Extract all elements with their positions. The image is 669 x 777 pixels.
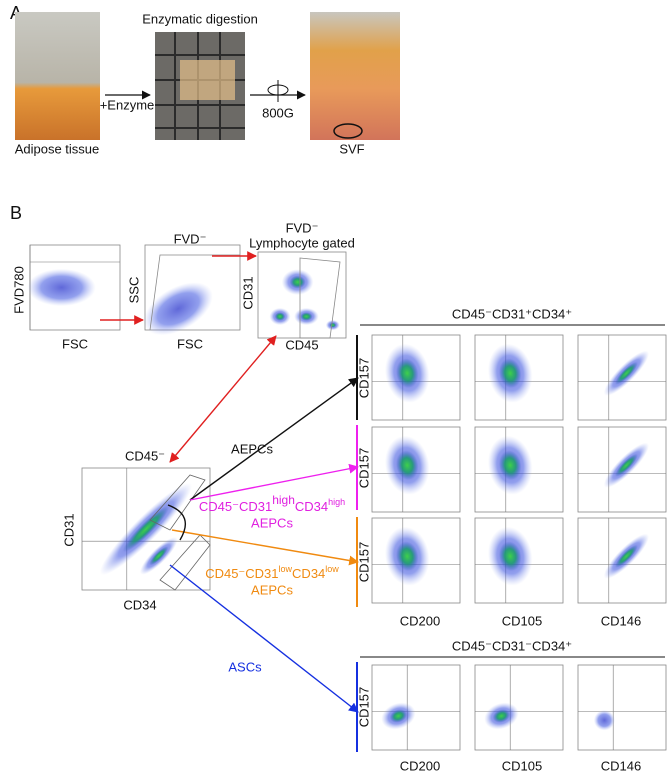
panel-label: B — [10, 203, 22, 223]
event-core — [499, 541, 522, 572]
group-title: CD45⁻CD31⁺CD34⁺ — [452, 306, 572, 321]
event-core — [274, 312, 286, 321]
gate — [149, 254, 240, 331]
arrow-label: AEPCs — [251, 582, 293, 597]
axis-label: CD157 — [356, 542, 371, 582]
event-core — [492, 709, 510, 723]
arrow-label: ASCs — [228, 659, 262, 674]
event-core — [122, 505, 170, 553]
arrow — [169, 564, 359, 713]
step-title: Enzymatic digestion — [142, 11, 258, 26]
axis-label: CD200 — [400, 758, 440, 773]
axis-label: CD34 — [123, 597, 156, 612]
label-part: CD34 — [295, 499, 328, 514]
event-cloud — [593, 710, 615, 731]
tube-photo — [310, 12, 400, 140]
event-cloud — [143, 282, 213, 336]
arc — [167, 504, 187, 541]
plot-title: CD45⁻ — [125, 448, 165, 463]
event-core — [499, 450, 522, 481]
wells — [180, 60, 235, 100]
caption: SVF — [339, 141, 364, 156]
axis-label: SSC — [126, 277, 141, 304]
axis-label: FVD780 — [11, 266, 26, 314]
axis-label: CD31 — [240, 276, 255, 309]
event-cloud — [27, 268, 96, 307]
arrow — [189, 377, 359, 501]
step-label: +Enzyme — [100, 97, 155, 112]
event-core — [396, 358, 419, 389]
axis-label: CD146 — [601, 758, 641, 773]
gate — [159, 534, 211, 591]
plot-frame — [577, 664, 667, 751]
event-core — [389, 709, 407, 723]
event-core — [615, 544, 638, 568]
axis-label: CD45 — [285, 337, 318, 352]
label-part: high — [272, 493, 295, 507]
event-core — [615, 361, 638, 385]
axis-label: CD105 — [502, 613, 542, 628]
axis-label: CD31 — [61, 513, 76, 546]
plot-frame — [577, 517, 667, 604]
label-part: low — [325, 564, 339, 574]
arrow — [189, 463, 359, 501]
plot-title: Lymphocyte gated — [249, 235, 355, 250]
axis-label: CD157 — [356, 448, 371, 488]
axis-label: CD157 — [356, 687, 371, 727]
pellet-circle — [333, 123, 363, 139]
label-part: CD45⁻CD31 — [199, 499, 272, 514]
arrow-label: CD45⁻CD31lowCD34low — [205, 564, 339, 581]
label-part: CD34 — [292, 566, 325, 581]
gate — [149, 474, 206, 531]
group-title: CD45⁻CD31⁻CD34⁺ — [452, 638, 572, 653]
axis-label: CD157 — [356, 358, 371, 398]
event-core — [329, 322, 337, 328]
arrow-label: AEPCs — [251, 515, 293, 530]
axis-label: CD146 — [601, 613, 641, 628]
plot-frame — [474, 664, 564, 751]
step-label: 800G — [262, 105, 294, 120]
event-core — [615, 453, 638, 477]
tube-photo — [15, 12, 100, 140]
label-part: high — [328, 497, 345, 507]
gate — [299, 257, 341, 339]
axis-label: FSC — [177, 336, 203, 351]
caption: Adipose tissue — [15, 141, 100, 156]
axis-label: CD105 — [502, 758, 542, 773]
axis-label: FSC — [62, 336, 88, 351]
label-part: CD45⁻CD31 — [205, 566, 278, 581]
label-part: low — [279, 564, 293, 574]
arrow-label: AEPCs — [231, 441, 273, 456]
plot-frame — [371, 664, 461, 751]
arrow-label: CD45⁻CD31highCD34high — [199, 493, 345, 514]
arrow — [169, 335, 277, 463]
arrow — [171, 529, 359, 566]
plot-title: FVD⁻ — [174, 231, 207, 246]
event-core — [396, 541, 419, 572]
event-core — [499, 358, 522, 389]
event-core — [300, 312, 313, 321]
event-core — [289, 275, 306, 289]
event-core — [396, 450, 419, 481]
event-core — [149, 546, 169, 566]
plot-title: FVD⁻ — [286, 220, 319, 235]
axis-label: CD200 — [400, 613, 440, 628]
